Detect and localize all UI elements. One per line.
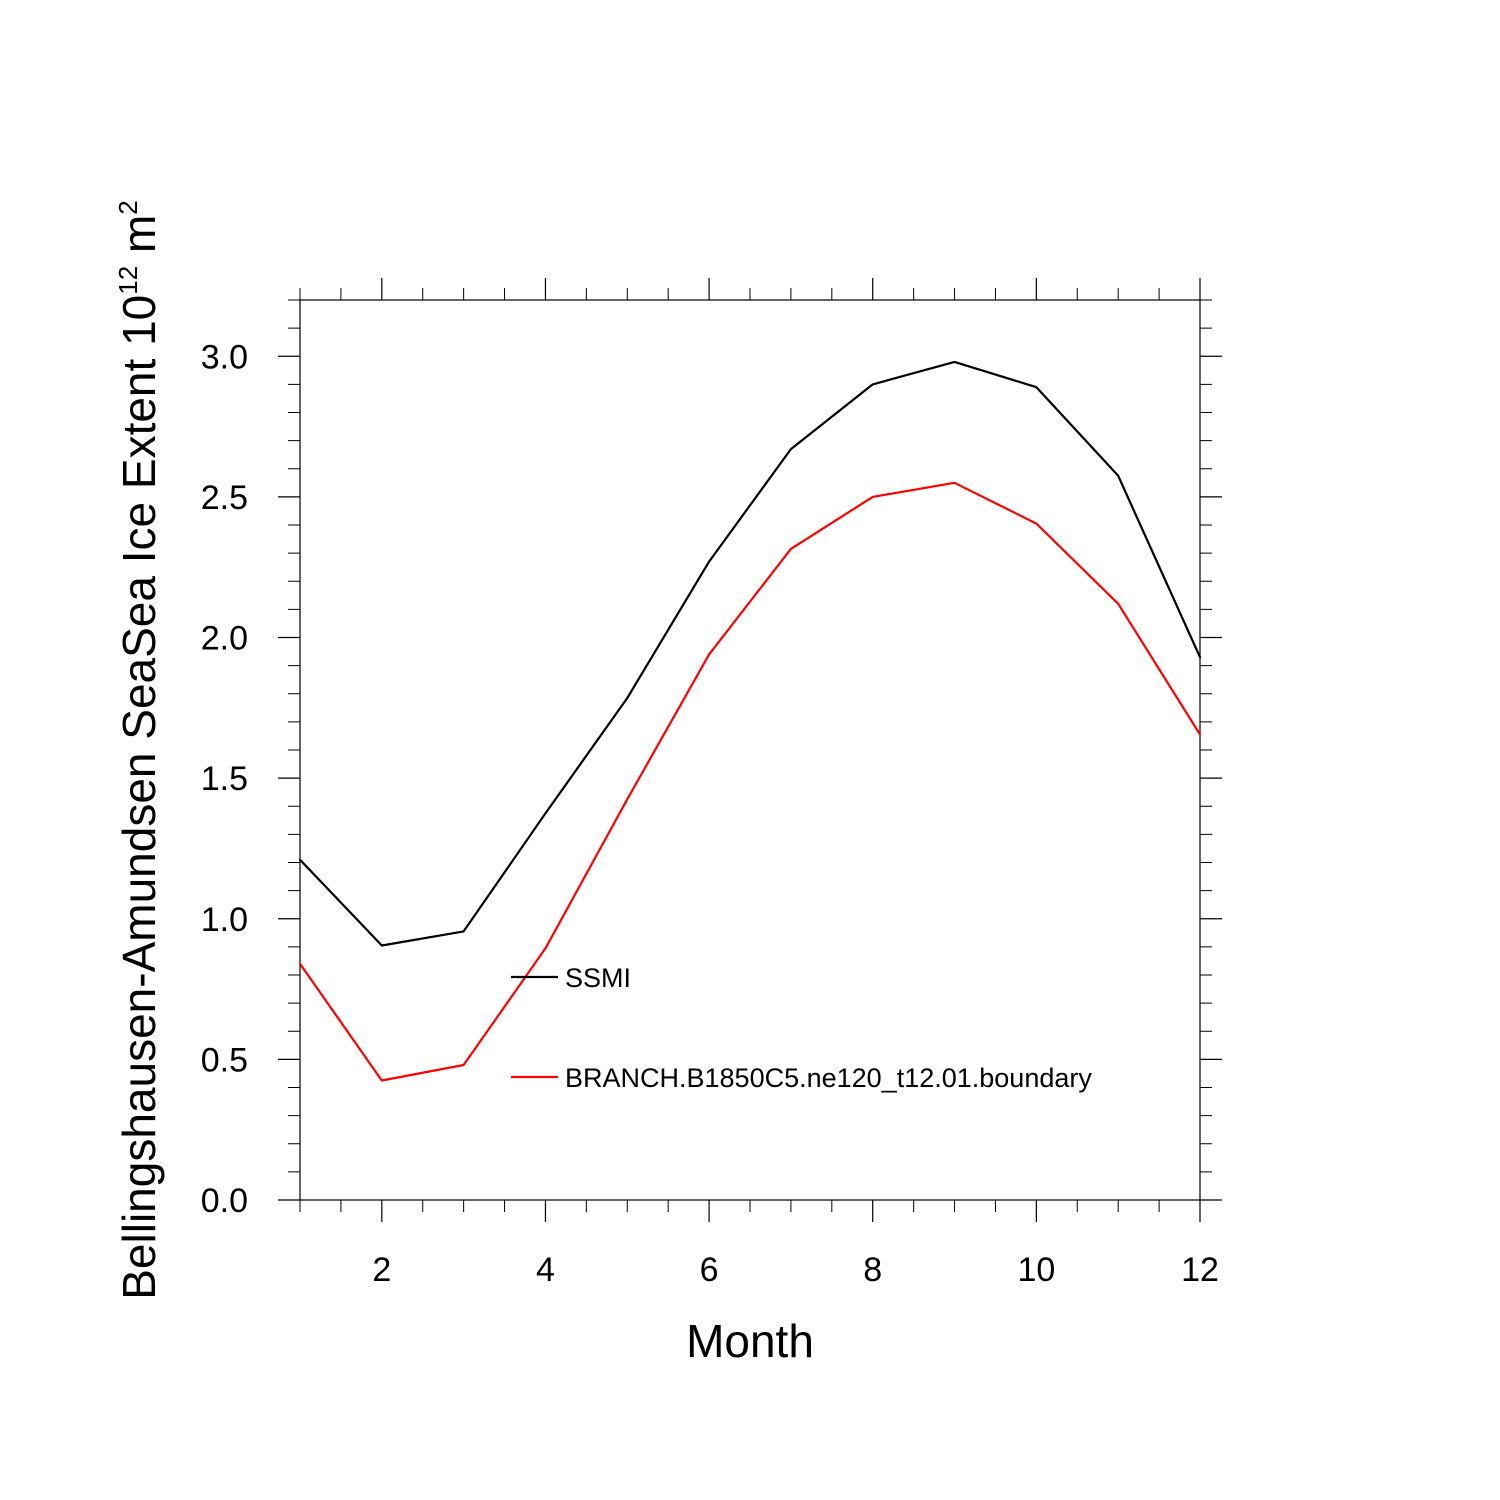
x-tick-label: 10 xyxy=(1017,1251,1055,1289)
x-tick-label: 8 xyxy=(863,1251,882,1289)
y-tick-label: 2.5 xyxy=(201,479,248,517)
y-tick-label: 1.0 xyxy=(201,901,248,939)
y-tick-label: 2.0 xyxy=(201,620,248,658)
series-line-branch xyxy=(298,481,1202,1082)
legend-label-branch: BRANCH.B1850C5.ne120_t12.01.boundary xyxy=(565,1063,1092,1093)
x-tick-label: 12 xyxy=(1181,1251,1219,1289)
legend: SSMI BRANCH.B1850C5.ne120_t12.01.boundar… xyxy=(511,963,1092,1093)
minor-ticks xyxy=(288,288,1212,1212)
y-tick-label: 0.0 xyxy=(201,1182,248,1220)
y-axis-title-unit-exponent: 2 xyxy=(113,200,143,214)
major-ticks xyxy=(278,278,1222,1222)
series-layer xyxy=(298,360,1202,1082)
x-tick-label: 4 xyxy=(536,1251,555,1289)
y-tick-label: 1.5 xyxy=(201,760,248,798)
legend-label-ssmi: SSMI xyxy=(565,963,631,993)
x-tick-labels: 2 4 6 8 10 12 xyxy=(372,1251,1219,1289)
x-tick-label: 2 xyxy=(372,1251,391,1289)
y-tick-labels: 0.0 0.5 1.0 1.5 2.0 2.5 3.0 xyxy=(201,338,248,1220)
series-line-ssmi xyxy=(298,360,1202,947)
y-tick-label: 3.0 xyxy=(201,338,248,376)
x-tick-label: 6 xyxy=(700,1251,719,1289)
x-axis-title: Month xyxy=(686,1315,814,1367)
y-tick-label: 0.5 xyxy=(201,1041,248,1079)
y-axis-title-prefix: Bellingshausen-Amundsen SeaSea Ice Exten… xyxy=(113,295,165,1300)
y-axis-title-exponent: 12 xyxy=(113,266,143,295)
y-axis-title: Bellingshausen-Amundsen SeaSea Ice Exten… xyxy=(113,200,165,1300)
y-axis-title-unit: m xyxy=(113,215,165,266)
plot-frame xyxy=(299,299,1201,1201)
